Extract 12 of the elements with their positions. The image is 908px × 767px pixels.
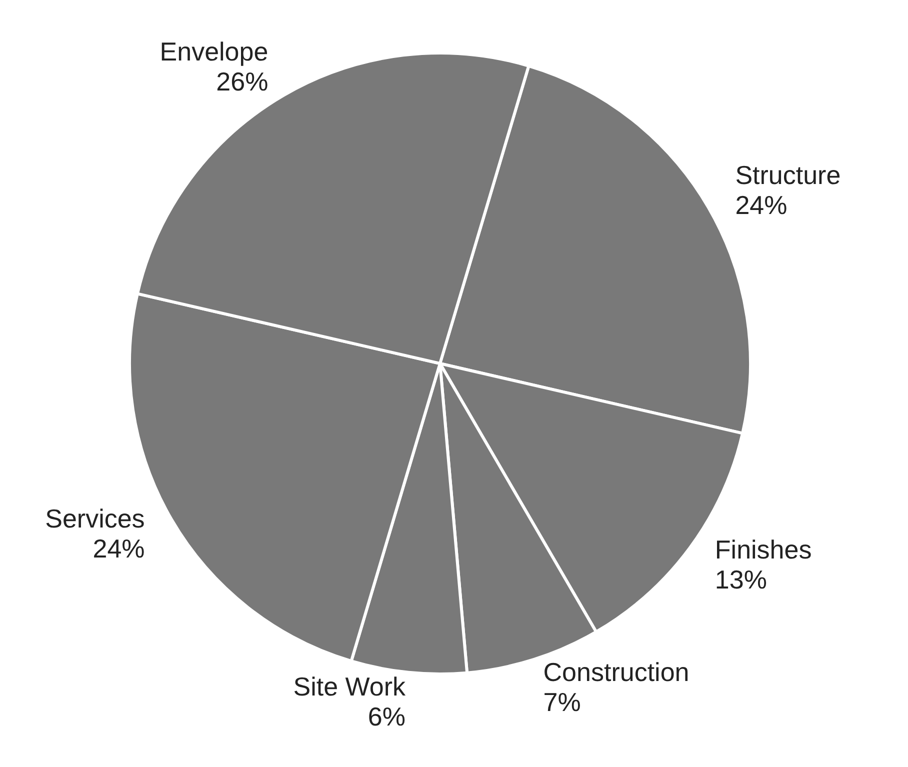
data-label: 24% <box>92 533 145 564</box>
slice-label: Construction <box>543 657 690 688</box>
slice-label: Services <box>45 503 145 534</box>
slice-label: Finishes <box>714 534 812 564</box>
slice-label: Envelope <box>160 36 268 66</box>
slice-label: Site Work <box>293 671 406 702</box>
data-label: 24% <box>735 190 788 220</box>
data-label: 7% <box>543 687 581 718</box>
slice-label: Structure <box>735 160 841 190</box>
data-label: 13% <box>714 564 767 594</box>
data-label: 26% <box>216 66 268 96</box>
data-label: 6% <box>368 701 406 732</box>
